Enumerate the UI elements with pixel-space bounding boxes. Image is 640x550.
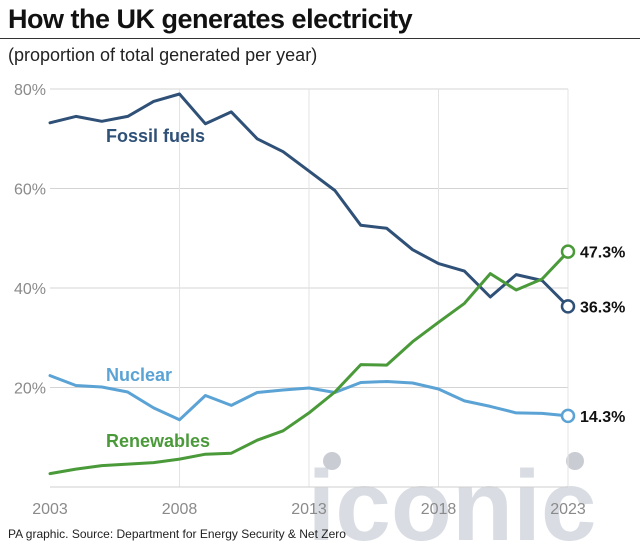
watermark: iconic — [308, 450, 597, 550]
gridlines — [50, 88, 569, 487]
chart-subtitle: (proportion of total generated per year) — [8, 45, 318, 65]
y-tick-label: 60% — [14, 182, 46, 199]
series-labels: 36.3% 14.3% 47.3% Fossil fuels Nuclear Renewa… — [106, 126, 625, 451]
watermark-dot-left — [323, 452, 341, 470]
axes: 20% 40% 60% 80% 2003 2008 2013 2018 2023 — [14, 82, 586, 518]
y-tick-label: 40% — [14, 281, 46, 298]
end-markers — [560, 244, 576, 424]
title-divider — [0, 38, 640, 39]
x-tick-label: 2023 — [550, 501, 586, 518]
x-tick-label: 2008 — [162, 501, 198, 518]
series-line-fossil-fuels — [48, 92, 570, 308]
x-tick-label: 2013 — [291, 501, 327, 518]
x-tick-label: 2018 — [421, 501, 457, 518]
watermark-dot-right — [566, 452, 584, 470]
end-point-renewables — [560, 244, 576, 259]
series-name-label-renewables: Renewables — [106, 431, 210, 451]
end-point-fossil-fuels — [560, 299, 576, 314]
end-value-label-fossil-fuels: 36.3% — [580, 299, 625, 316]
y-tick-label: 80% — [14, 82, 46, 99]
series-name-label-nuclear: Nuclear — [106, 365, 172, 385]
series-line-renewables — [48, 250, 570, 476]
x-tick-label: 2003 — [32, 501, 68, 518]
source-note: PA graphic. Source: Department for Energ… — [8, 527, 346, 541]
chart-title: How the UK generates electricity — [8, 4, 413, 34]
end-value-label-renewables: 47.3% — [580, 245, 625, 262]
end-value-label-nuclear: 14.3% — [580, 409, 625, 426]
series-lines — [48, 92, 570, 476]
y-tick-label: 20% — [14, 381, 46, 398]
watermark-text: iconic — [308, 450, 597, 550]
series-line-nuclear — [48, 374, 570, 422]
end-point-nuclear — [560, 408, 576, 424]
series-name-label-fossil-fuels: Fossil fuels — [106, 126, 205, 146]
